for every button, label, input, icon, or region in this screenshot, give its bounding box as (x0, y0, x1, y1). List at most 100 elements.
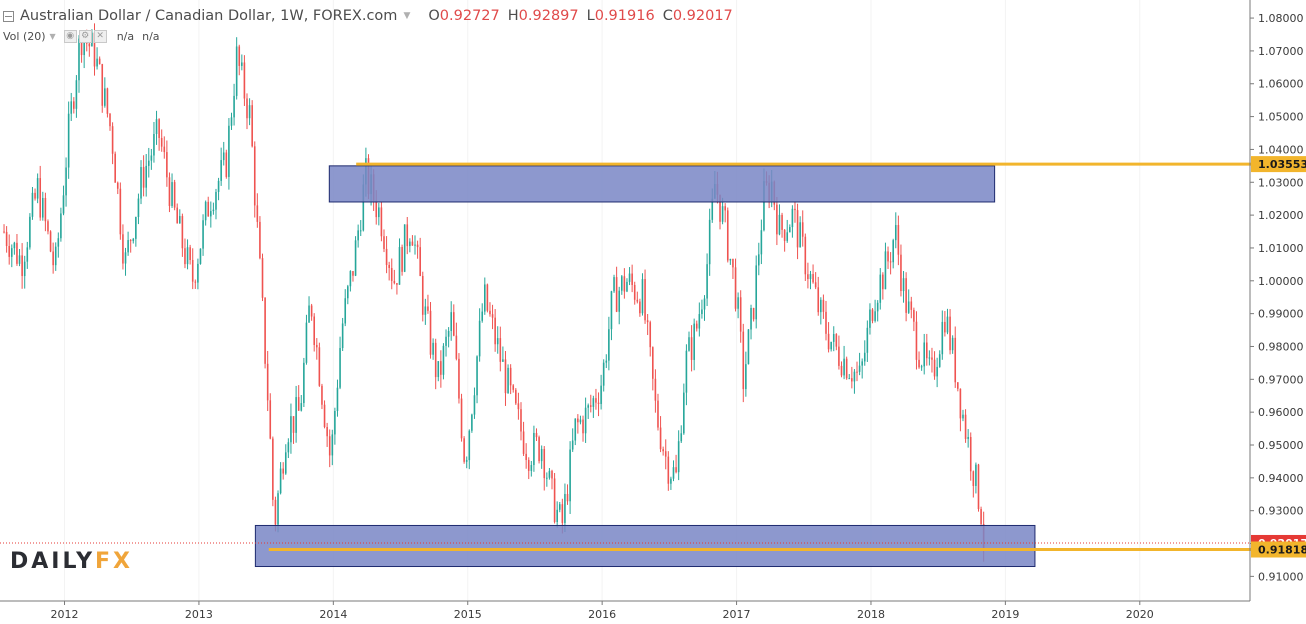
low-key: L (586, 8, 595, 24)
candle-body (248, 105, 251, 119)
candle-body (256, 205, 259, 222)
candle-body (318, 347, 321, 386)
candle-body (481, 311, 484, 321)
candle-body (155, 119, 158, 135)
candle-body (153, 134, 155, 156)
candle-body (489, 310, 491, 315)
candle-body (851, 378, 853, 382)
candle-body (416, 244, 419, 248)
y-tick-label: 1.00000 (1258, 275, 1304, 288)
candle-body (509, 367, 512, 386)
candle-body (582, 419, 584, 434)
candle-body (57, 238, 60, 247)
candle-body (732, 258, 734, 268)
candle-body (305, 322, 308, 363)
candle-body (344, 298, 347, 324)
candle-body (641, 279, 644, 314)
x-tick-label: 2018 (857, 608, 885, 621)
y-tick-label: 1.06000 (1258, 78, 1304, 91)
y-tick-label: 1.03000 (1258, 176, 1304, 189)
candle-body (5, 231, 8, 246)
candle-body (287, 442, 290, 453)
candle-body (639, 301, 641, 314)
x-tick-label: 2013 (185, 608, 213, 621)
chevron-down-icon[interactable]: ▼ (49, 31, 56, 41)
candle-body (913, 309, 915, 322)
candle-body (67, 113, 70, 168)
candle-body (801, 222, 804, 237)
candle-body (845, 358, 848, 379)
candle-body (18, 255, 21, 264)
x-tick-label: 2012 (51, 608, 79, 621)
candle-body (142, 167, 145, 188)
candle-body (163, 146, 166, 153)
candle-body (83, 41, 85, 56)
candle-body (564, 493, 566, 523)
candle-body (145, 165, 147, 188)
settings-icon[interactable]: ⚙ (78, 29, 92, 43)
candle-body (739, 297, 742, 332)
candle-body (626, 281, 628, 292)
candle-body (708, 219, 711, 265)
candle-body (295, 397, 297, 433)
chevron-down-icon[interactable]: ▼ (403, 11, 411, 21)
candle-body (409, 241, 411, 247)
candle-body (393, 280, 396, 284)
candle-body (26, 247, 29, 262)
candle-body (856, 371, 858, 373)
candle-body (150, 155, 153, 161)
resistance-zone (328, 165, 996, 203)
candle-body (502, 359, 504, 362)
candle-body (297, 397, 300, 411)
eye-icon[interactable]: ◉ (63, 29, 77, 43)
candle-body (874, 311, 876, 321)
volume-value-1: n/a (116, 29, 135, 43)
candle-body (49, 231, 52, 252)
candle-body (189, 247, 191, 261)
candle-body (597, 402, 600, 404)
candle-body (292, 416, 295, 433)
candle-body (507, 367, 509, 394)
candle-body (540, 449, 543, 462)
candle-body (589, 405, 592, 407)
candle-body (504, 359, 507, 394)
candle-body (543, 449, 546, 479)
candle-body (941, 321, 944, 355)
candle-body (827, 333, 830, 350)
candle-body (610, 291, 613, 330)
candle-body (566, 493, 569, 502)
candle-body (421, 275, 424, 315)
candle-body (251, 105, 253, 147)
candle-body (272, 438, 274, 500)
candle-body (522, 431, 525, 454)
x-tick-label: 2016 (588, 608, 616, 621)
candle-body (88, 43, 91, 47)
candle-body (954, 337, 957, 383)
candle-body (362, 184, 365, 231)
candle-body (238, 46, 241, 66)
candle-body (538, 437, 540, 462)
symbol-title[interactable]: Australian Dollar / Canadian Dollar, 1W,… (20, 8, 398, 24)
candle-body (789, 227, 791, 233)
candle-body (553, 478, 556, 523)
candle-body (783, 229, 786, 241)
candle-body (672, 467, 675, 479)
candle-body (726, 210, 729, 261)
collapse-icon[interactable] (3, 10, 14, 22)
candle-body (949, 316, 951, 351)
candle-body (476, 356, 478, 396)
candle-body (959, 388, 962, 419)
close-icon[interactable]: ✕ (93, 29, 107, 43)
candle-body (525, 453, 527, 460)
candle-body (595, 398, 597, 403)
candle-body (65, 167, 67, 196)
candle-body (884, 251, 887, 290)
candle-body (915, 321, 918, 360)
candle-body (820, 299, 822, 313)
candle-body (429, 310, 432, 355)
candle-body (31, 192, 34, 217)
candle-body (47, 221, 49, 232)
candle-body (184, 248, 186, 265)
